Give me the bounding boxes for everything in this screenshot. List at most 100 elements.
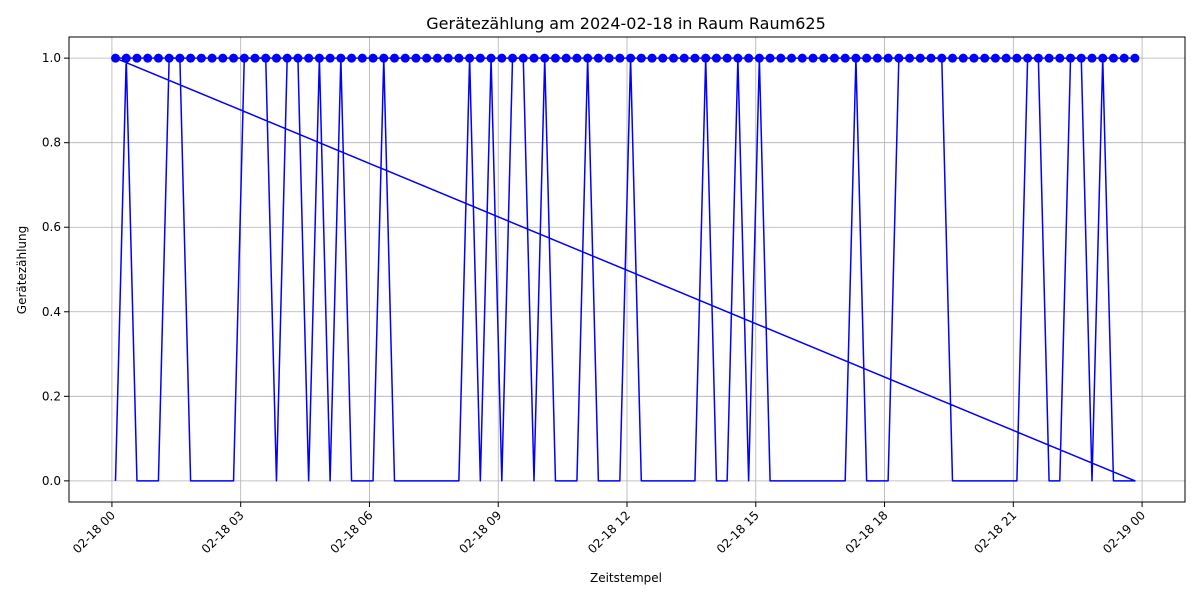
y-tick-label: 0.2 — [42, 389, 61, 403]
data-point — [325, 53, 335, 63]
data-point — [314, 53, 324, 63]
data-point — [937, 53, 947, 63]
data-point — [357, 53, 367, 63]
data-point — [915, 53, 925, 63]
data-point — [518, 53, 528, 63]
data-point — [1119, 53, 1129, 63]
data-point — [604, 53, 614, 63]
data-point — [400, 53, 410, 63]
data-point — [572, 53, 582, 63]
data-point — [443, 53, 453, 63]
data-point — [561, 53, 571, 63]
data-point — [829, 53, 839, 63]
data-point — [593, 53, 603, 63]
series-markers — [111, 53, 1140, 63]
data-point — [486, 53, 496, 63]
chart-title: Gerätezählung am 2024-02-18 in Raum Raum… — [426, 14, 826, 33]
data-point — [465, 53, 475, 63]
data-point — [615, 53, 625, 63]
data-point — [754, 53, 764, 63]
y-tick-label: 0.6 — [42, 220, 61, 234]
y-axis-ticks: 0.0 0.2 0.4 0.6 0.8 1.0 — [42, 51, 69, 488]
data-point — [679, 53, 689, 63]
data-point — [1001, 53, 1011, 63]
data-point — [293, 53, 303, 63]
data-point — [475, 53, 485, 63]
data-point — [958, 53, 968, 63]
data-point — [550, 53, 560, 63]
data-point — [186, 53, 196, 63]
data-point — [990, 53, 1000, 63]
data-point — [733, 53, 743, 63]
data-point — [1087, 53, 1097, 63]
data-point — [379, 53, 389, 63]
data-series — [111, 53, 1140, 482]
data-point — [164, 53, 174, 63]
data-point — [121, 53, 131, 63]
data-point — [497, 53, 507, 63]
data-point — [261, 53, 271, 63]
data-point — [765, 53, 775, 63]
data-point — [1130, 53, 1140, 63]
data-point — [1076, 53, 1086, 63]
data-point — [304, 53, 314, 63]
data-point — [797, 53, 807, 63]
data-point — [132, 53, 142, 63]
data-point — [926, 53, 936, 63]
data-point — [411, 53, 421, 63]
data-point — [808, 53, 818, 63]
data-point — [422, 53, 432, 63]
data-point — [883, 53, 893, 63]
data-point — [1033, 53, 1043, 63]
data-point — [347, 53, 357, 63]
data-point — [540, 53, 550, 63]
data-point — [1108, 53, 1118, 63]
data-point — [701, 53, 711, 63]
data-point — [744, 53, 754, 63]
data-point — [250, 53, 260, 63]
data-point — [872, 53, 882, 63]
x-axis-label: Zeitstempel — [590, 571, 662, 585]
data-point — [207, 53, 217, 63]
y-tick-label: 0.4 — [42, 305, 61, 319]
data-point — [368, 53, 378, 63]
data-point — [111, 53, 120, 63]
data-point — [454, 53, 464, 63]
data-point — [1066, 53, 1076, 63]
data-point — [711, 53, 721, 63]
data-point — [1023, 53, 1033, 63]
data-point — [905, 53, 915, 63]
data-point — [819, 53, 829, 63]
data-point — [690, 53, 700, 63]
data-point — [583, 53, 593, 63]
data-point — [153, 53, 163, 63]
data-point — [1055, 53, 1065, 63]
data-point — [658, 53, 668, 63]
data-point — [894, 53, 904, 63]
y-tick-label: 0.0 — [42, 474, 61, 488]
data-point — [647, 53, 657, 63]
data-point — [390, 53, 399, 63]
data-point — [969, 53, 979, 63]
data-point — [229, 53, 239, 63]
data-point — [432, 53, 442, 63]
data-point — [271, 53, 281, 63]
data-point — [636, 53, 646, 63]
data-point — [239, 53, 249, 63]
data-point — [529, 53, 539, 63]
data-point — [787, 53, 797, 63]
data-point — [722, 53, 732, 63]
data-point — [862, 53, 872, 63]
data-point — [336, 53, 346, 63]
data-point — [980, 53, 990, 63]
data-point — [196, 53, 206, 63]
data-point — [840, 53, 850, 63]
data-point — [948, 53, 957, 63]
data-point — [218, 53, 228, 63]
y-tick-label: 1.0 — [42, 51, 61, 65]
data-point — [1012, 53, 1022, 63]
data-point — [175, 53, 185, 63]
data-point — [776, 53, 786, 63]
